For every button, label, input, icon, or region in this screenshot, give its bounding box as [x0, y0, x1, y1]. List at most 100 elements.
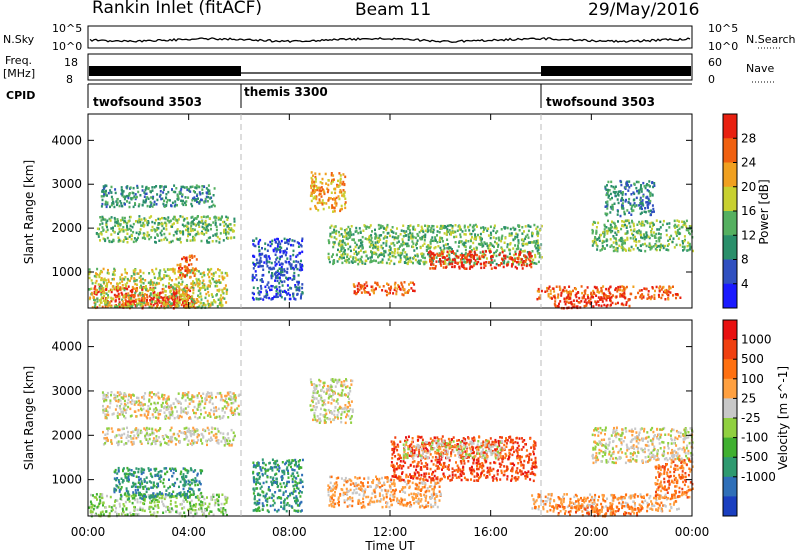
power-cell — [340, 204, 343, 208]
power-cell — [478, 236, 481, 239]
power-cell — [574, 294, 577, 297]
velocity-cell — [198, 496, 201, 500]
power-cell — [116, 197, 119, 201]
power-cell — [350, 233, 353, 237]
power-cell — [381, 225, 384, 228]
power-cell — [98, 273, 101, 277]
power-cell — [312, 197, 315, 200]
power-cell — [264, 242, 267, 245]
power-cell — [537, 260, 540, 264]
power-cell — [376, 236, 379, 240]
power-cell — [366, 238, 369, 241]
power-cell — [483, 266, 486, 269]
power-cell — [399, 251, 402, 255]
power-cell — [596, 248, 599, 251]
power-cell — [225, 231, 227, 234]
power-cell — [374, 281, 377, 284]
power-cell — [662, 285, 665, 289]
power-cell — [102, 187, 105, 190]
power-cell — [207, 268, 210, 271]
velocity-cell — [102, 443, 105, 446]
power-cell — [182, 291, 184, 295]
power-cell — [186, 188, 189, 192]
power-cell — [406, 256, 409, 259]
velocity-cell — [226, 513, 228, 517]
velocity-cell — [114, 500, 116, 503]
power-cell — [129, 301, 132, 304]
power-cell — [122, 240, 125, 243]
velocity-cell — [116, 472, 119, 475]
power-cell — [458, 265, 461, 269]
power-cell — [344, 231, 347, 234]
power-cell — [346, 255, 349, 259]
power-cell — [365, 281, 368, 284]
power-cell — [208, 223, 211, 226]
power-cell — [650, 230, 653, 234]
power-cell — [100, 219, 103, 222]
power-cell — [633, 198, 636, 201]
power-cell — [370, 289, 373, 292]
power-cell — [267, 281, 270, 284]
velocity-cell — [191, 508, 194, 512]
power-cell — [136, 184, 139, 188]
power-cell — [121, 194, 124, 197]
power-cell — [668, 287, 671, 291]
power-cell — [534, 253, 537, 257]
power-cell — [270, 261, 273, 265]
velocity-cell — [174, 481, 177, 485]
power-cell — [206, 227, 209, 231]
power-cell — [512, 226, 515, 230]
velocity-cell — [155, 505, 158, 508]
power-cell — [606, 184, 608, 187]
power-cell — [123, 238, 126, 242]
power-cell — [560, 294, 563, 297]
power-cell — [676, 293, 679, 296]
power-cell — [105, 205, 108, 209]
power-cell — [255, 237, 258, 240]
power-cell — [426, 227, 429, 230]
power-cell — [619, 288, 621, 292]
power-cell — [171, 188, 173, 191]
power-cell — [587, 296, 590, 300]
power-cell — [154, 219, 157, 222]
power-cell — [511, 263, 514, 266]
power-cell — [612, 241, 615, 244]
power-cell — [431, 257, 434, 260]
power-cell — [354, 241, 357, 244]
power-cell — [619, 285, 622, 289]
power-cell — [406, 262, 409, 266]
power-cell — [347, 231, 350, 234]
power-cell — [352, 238, 355, 241]
power-cell — [603, 231, 606, 234]
power-cell — [127, 306, 130, 309]
power-cell — [189, 271, 192, 274]
power-cell — [605, 299, 608, 302]
power-cell — [557, 296, 559, 299]
power-cell — [413, 289, 416, 293]
power-cell — [127, 196, 130, 200]
power-cell — [221, 288, 224, 292]
power-cell — [310, 191, 313, 195]
power-cell — [572, 305, 575, 309]
power-cell — [573, 306, 576, 309]
power-cell — [196, 269, 198, 272]
power-cell — [432, 263, 435, 266]
power-cell — [120, 192, 123, 196]
power-cell — [119, 288, 122, 291]
power-cell — [603, 240, 606, 243]
power-cell — [327, 179, 330, 182]
power-cell — [395, 292, 398, 296]
velocity-cell — [200, 472, 202, 475]
power-cell — [189, 302, 192, 305]
power-cell — [466, 258, 469, 262]
power-cell — [205, 195, 208, 199]
power-cell — [169, 268, 172, 271]
power-cell — [100, 195, 103, 198]
power-cell — [132, 303, 134, 306]
velocity-cell — [167, 508, 170, 511]
power-cell — [526, 233, 529, 237]
power-cell — [416, 239, 419, 242]
nave-tick-bottom: 0 — [708, 73, 715, 86]
power-cell — [605, 229, 608, 233]
power-cell — [493, 226, 496, 230]
